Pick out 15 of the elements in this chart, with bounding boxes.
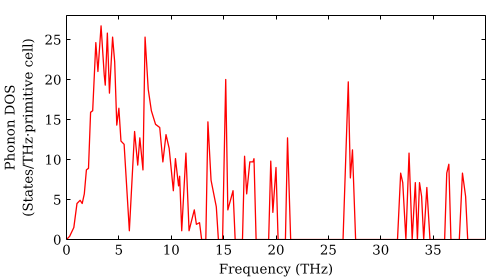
y-axis-title: Phonon DOS (States/THz·primitive cell): [4, 38, 37, 217]
y-tick-label: 25: [44, 34, 62, 48]
x-tick-label: 20: [268, 244, 284, 258]
y-tick-label: 5: [53, 194, 62, 208]
x-tick-label: 10: [162, 244, 180, 258]
x-tick-label: 30: [372, 244, 390, 258]
y-tick-label: 10: [44, 154, 62, 168]
x-axis-title: Frequency (THz): [218, 262, 334, 278]
y-tick-label: 0: [53, 234, 62, 248]
y-tick-label: 15: [44, 114, 62, 128]
y-tick-label: 20: [44, 74, 62, 88]
x-tick-label: 25: [320, 244, 337, 258]
x-tick-label: 5: [114, 244, 124, 258]
x-tick-label: 15: [215, 244, 232, 258]
x-tick-label: 35: [424, 244, 442, 258]
